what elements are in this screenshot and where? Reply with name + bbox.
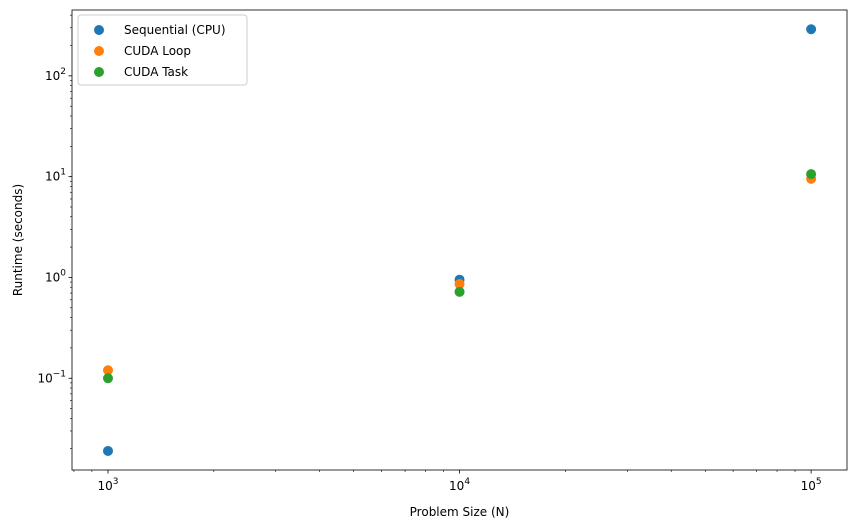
x-tick-label-base: 10 xyxy=(97,479,112,493)
x-tick-label: 103 xyxy=(97,477,118,493)
series-1 xyxy=(102,173,817,376)
y-tick-label-base: 10 xyxy=(37,371,52,385)
series-2 xyxy=(102,169,817,384)
y-tick-label-exponent: 0 xyxy=(60,268,66,278)
x-tick-label-exponent: 3 xyxy=(113,477,119,487)
y-tick-label-exponent: −1 xyxy=(53,369,66,379)
y-tick-label: 102 xyxy=(45,67,66,83)
data-point xyxy=(806,24,817,35)
y-tick-label-base: 10 xyxy=(45,270,60,284)
y-axis-label: Runtime (seconds) xyxy=(11,184,25,296)
data-point xyxy=(806,169,817,180)
legend-label: Sequential (CPU) xyxy=(124,23,226,37)
y-tick-label-base: 10 xyxy=(45,170,60,184)
data-point xyxy=(454,286,465,297)
data-point xyxy=(102,373,113,384)
x-axis-label: Problem Size (N) xyxy=(410,505,510,519)
legend-marker xyxy=(94,25,104,35)
x-axis-ticks: 103 104 105 xyxy=(73,470,822,493)
x-tick-label: 105 xyxy=(801,477,822,493)
x-tick-label: 104 xyxy=(449,477,470,493)
legend-marker xyxy=(94,67,104,77)
x-tick-label-base: 10 xyxy=(801,479,816,493)
y-tick-label-base: 10 xyxy=(45,69,60,83)
y-tick-label: 10−1 xyxy=(37,369,66,385)
legend-box xyxy=(77,14,248,86)
legend: Sequential (CPU) CUDA Loop CUDA Task xyxy=(77,14,248,86)
data-points xyxy=(102,24,817,456)
data-point xyxy=(454,279,465,290)
legend-marker xyxy=(94,46,104,56)
x-tick-label-exponent: 5 xyxy=(816,477,822,487)
y-tick-label-exponent: 2 xyxy=(60,67,66,77)
x-tick-label-base: 10 xyxy=(449,479,464,493)
legend-label: CUDA Loop xyxy=(124,44,191,58)
y-tick-label: 101 xyxy=(45,168,66,184)
series-0 xyxy=(102,24,817,456)
data-point xyxy=(102,445,113,456)
y-tick-label-exponent: 1 xyxy=(60,168,66,178)
data-point xyxy=(102,365,113,376)
y-tick-label: 100 xyxy=(45,268,66,284)
x-tick-label-exponent: 4 xyxy=(464,477,470,487)
legend-label: CUDA Task xyxy=(124,65,188,79)
